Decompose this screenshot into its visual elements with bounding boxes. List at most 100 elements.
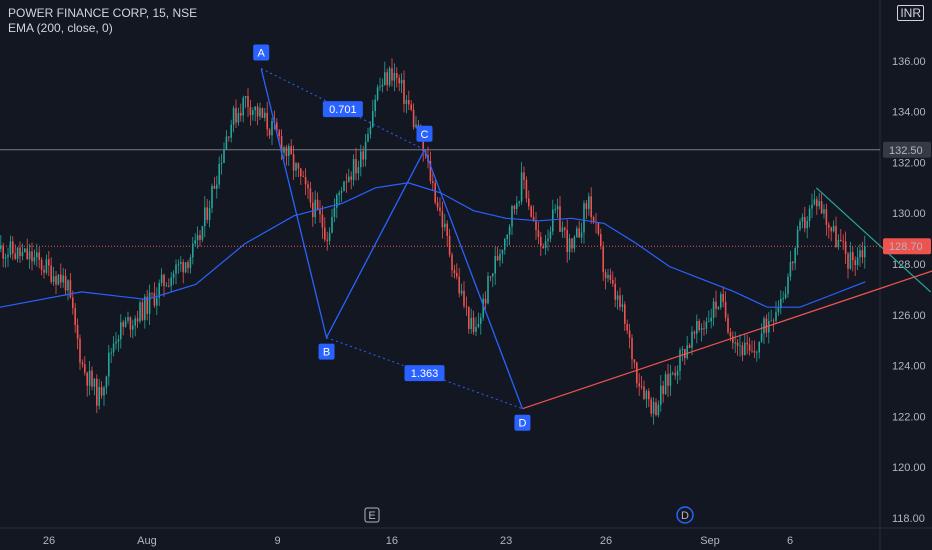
candle-body [415, 124, 417, 128]
candle-body [144, 296, 146, 321]
candle-body [468, 306, 470, 329]
candle-body [460, 290, 463, 294]
candle-body [184, 262, 187, 273]
candle-body [319, 209, 321, 215]
candle-body [818, 201, 820, 207]
candle-body [549, 231, 552, 239]
candle-body [259, 108, 261, 117]
last-price-tag [883, 238, 931, 255]
candle-body [741, 345, 744, 356]
ema-indicator-legend[interactable]: EMA (200, close, 0) [8, 21, 113, 35]
candle-body [441, 211, 444, 228]
candle-body [712, 301, 715, 318]
candle-body [139, 302, 141, 322]
candle-body [760, 333, 763, 342]
candle-body [115, 341, 117, 344]
candle-body [544, 241, 547, 248]
y-tick-label: 132.00 [892, 157, 926, 169]
candle-body [84, 364, 86, 373]
marker-label: E [368, 510, 375, 522]
candle-body [312, 202, 314, 218]
candle-body [648, 391, 650, 400]
candle-body [175, 264, 177, 274]
candle-body [60, 274, 62, 283]
candle-body [583, 203, 585, 233]
candle-body [494, 256, 496, 274]
candle-body [775, 312, 777, 321]
candle-body [693, 331, 696, 334]
candle-body [511, 205, 513, 227]
candle-body [218, 163, 220, 185]
candle-body [484, 298, 487, 304]
candle-body [196, 235, 199, 241]
candle-body [504, 239, 506, 250]
candle-body [619, 295, 621, 308]
dividend-marker [676, 506, 694, 524]
candle-body [103, 387, 105, 396]
candle-body [400, 79, 403, 84]
candle-body [636, 362, 638, 384]
candle-body [782, 298, 784, 299]
candle-body [823, 209, 825, 214]
candle-body [609, 274, 612, 280]
candle-body [820, 201, 823, 214]
candle-body [645, 391, 648, 400]
candle-body [7, 254, 9, 258]
candle-body [564, 227, 566, 230]
currency-badge[interactable]: INR [897, 5, 924, 21]
pattern-point-label: C [421, 129, 429, 141]
candle-body [715, 301, 717, 309]
candle-body [554, 209, 556, 211]
candle-body [465, 305, 468, 307]
candle-body [432, 181, 434, 183]
candle-body [753, 351, 756, 353]
candle-body [153, 293, 156, 306]
trendline-upper [815, 187, 932, 293]
candle-body [328, 232, 331, 241]
y-tick-label: 118.00 [892, 513, 925, 525]
candle-body [148, 292, 151, 314]
candle-body [201, 226, 204, 240]
candle-body [180, 262, 182, 264]
candle-body [835, 225, 837, 247]
candle-body [136, 318, 139, 322]
candle-body [350, 176, 352, 180]
candle-body [686, 345, 688, 359]
candle-body [261, 108, 264, 118]
candle-body [21, 251, 24, 257]
candle-body [580, 232, 583, 238]
candle-body [38, 252, 40, 260]
candle-body [307, 184, 309, 189]
candle-body [535, 220, 537, 231]
ratio-badge [322, 101, 363, 118]
candle-body [655, 402, 657, 416]
x-tick-label: Sep [700, 535, 720, 547]
candle-body [667, 374, 669, 386]
symbol-title[interactable]: POWER FINANCE CORP, 15, NSE [8, 6, 198, 20]
candle-body [626, 323, 628, 331]
candle-body [393, 72, 396, 81]
candle-body [604, 272, 607, 279]
candle-body [705, 321, 708, 329]
candle-body [624, 304, 626, 324]
candle-body [364, 141, 367, 160]
candle-body [134, 318, 136, 326]
candle-body [561, 227, 564, 232]
candle-body [729, 332, 732, 337]
candle-body [585, 203, 588, 209]
candle-body [456, 273, 458, 277]
candle-body [309, 188, 312, 203]
candle-body [352, 159, 355, 180]
candle-body [520, 172, 523, 202]
candle-body [216, 184, 218, 189]
candle-body [784, 293, 787, 299]
candle-body [45, 259, 48, 273]
candle-body [530, 206, 532, 217]
candle-body [638, 383, 640, 387]
y-tick-label: 130.00 [892, 208, 926, 220]
candle-body [28, 251, 31, 260]
candle-body [324, 227, 326, 240]
candle-body [127, 317, 129, 321]
trendline-lower [522, 270, 932, 410]
